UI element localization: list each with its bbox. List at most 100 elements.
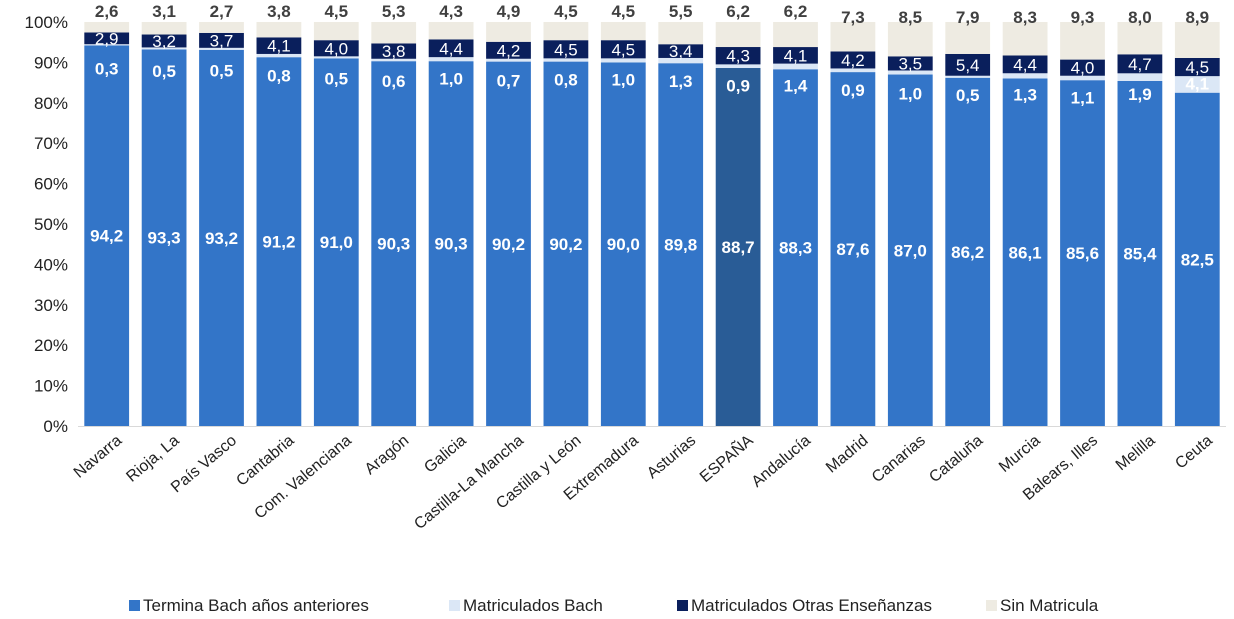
y-tick-label: 30% (34, 296, 68, 315)
bar-segment (256, 22, 302, 38)
bar-segment (658, 63, 704, 426)
legend-item: Sin Matricula (986, 596, 1099, 615)
label-matriculados-bach: 0,5 (210, 61, 234, 80)
label-matriculados-bach: 0,6 (382, 72, 406, 91)
bars (84, 22, 1220, 427)
bar-segment (1117, 80, 1163, 426)
label-termina-bach: 93,2 (205, 229, 238, 248)
x-tick-label: Canarias (869, 432, 929, 486)
y-tick-label: 40% (34, 255, 68, 274)
label-sin-matricula: 4,3 (439, 2, 463, 21)
bar-segment (141, 34, 187, 48)
y-tick-label: 20% (34, 336, 68, 355)
y-tick-label: 0% (43, 417, 68, 436)
label-matriculados-bach: 1,0 (898, 84, 922, 103)
bar-segment (1174, 92, 1220, 426)
bar-segment (658, 44, 704, 58)
legend-item: Matriculados Bach (449, 596, 603, 615)
legend-swatch (449, 600, 460, 611)
label-sin-matricula: 4,5 (324, 2, 348, 21)
label-otras-ensenanzas: 4,0 (1071, 59, 1095, 78)
label-otras-ensenanzas: 4,5 (611, 40, 635, 59)
bar-segment (773, 22, 818, 48)
y-axis: 0% 10% 20% 30% 40% 50% 60% 70% 80% 90% 100% (25, 13, 1226, 436)
label-termina-bach: 91,0 (320, 233, 353, 252)
bar-segment (830, 68, 876, 73)
bar-segment (371, 58, 417, 62)
bar-segment (313, 56, 359, 59)
bar-segment (371, 22, 417, 44)
bar-segment (658, 57, 704, 64)
label-sin-matricula: 3,8 (267, 2, 291, 21)
bar-segment (887, 22, 933, 57)
bar-segment (600, 62, 646, 427)
label-sin-matricula: 6,2 (726, 2, 750, 21)
label-otras-ensenanzas: 3,2 (152, 32, 176, 51)
bar-segment (830, 72, 876, 426)
label-matriculados-bach: 1,9 (1128, 85, 1152, 104)
bar-segment (1060, 75, 1105, 81)
x-tick-label: Asturias (644, 432, 699, 482)
bar-segment (543, 58, 589, 62)
bar-segment (141, 47, 187, 50)
label-termina-bach: 87,0 (894, 241, 927, 260)
bar-segment (84, 22, 130, 33)
legend-item: Termina Bach años anteriores (129, 596, 369, 615)
y-tick-label: 100% (25, 13, 68, 32)
bar-segment (371, 43, 417, 59)
bar-segment (658, 22, 704, 45)
label-termina-bach: 91,2 (262, 233, 295, 252)
bar-segment (1002, 73, 1048, 79)
y-tick-label: 10% (34, 377, 68, 396)
legend-swatch (986, 600, 997, 611)
label-matriculados-bach: 0,5 (956, 86, 980, 105)
x-tick-label: Andalucía (749, 432, 815, 491)
y-tick-label: 50% (34, 215, 68, 234)
label-termina-bach: 90,3 (435, 235, 468, 254)
label-matriculados-bach: 1,4 (784, 76, 808, 95)
label-termina-bach: 86,2 (951, 243, 984, 262)
label-matriculados-bach: 0,8 (554, 70, 578, 89)
x-tick-label: Com. Valenciana (252, 432, 355, 523)
label-matriculados-bach: 0,8 (267, 67, 291, 86)
x-tick-label: Galicia (421, 432, 469, 477)
label-otras-ensenanzas: 3,5 (898, 54, 922, 73)
x-tick-label: Castilla-La Mancha (411, 432, 527, 533)
label-otras-ensenanzas: 5,4 (956, 56, 980, 75)
bar-segment (600, 22, 646, 41)
x-tick-label: Murcia (996, 432, 1044, 476)
bar-segment (830, 22, 876, 52)
bar-segment (84, 44, 130, 46)
label-sin-matricula: 9,3 (1071, 8, 1095, 27)
label-otras-ensenanzas: 4,1 (267, 37, 291, 56)
bar-segment (715, 47, 761, 65)
bar-segment (313, 22, 359, 41)
bar-segment (199, 49, 244, 427)
bar-segment (256, 37, 302, 54)
label-termina-bach: 93,3 (148, 229, 181, 248)
bar-segment (141, 22, 187, 35)
legend-label: Matriculados Bach (463, 596, 603, 615)
bar-segment (199, 47, 244, 50)
bar-segment (1174, 57, 1220, 77)
label-sin-matricula: 3,1 (152, 2, 176, 21)
y-tick-label: 60% (34, 175, 68, 194)
bar-segment (1002, 78, 1048, 427)
bar-segment (1117, 22, 1163, 55)
label-otras-ensenanzas: 4,2 (497, 41, 521, 60)
label-otras-ensenanzas: 4,5 (554, 40, 578, 59)
label-termina-bach: 85,6 (1066, 244, 1099, 263)
bar-segment (428, 61, 474, 427)
bar-segment (428, 57, 474, 62)
label-otras-ensenanzas: 4,2 (841, 51, 865, 70)
bar-segment (371, 61, 417, 427)
bar-segment (1060, 59, 1105, 76)
label-sin-matricula: 4,5 (611, 2, 635, 21)
bar-segment (543, 40, 589, 59)
legend-item: Matriculados Otras Enseñanzas (677, 596, 932, 615)
bar-segment (256, 57, 302, 427)
bar-segment (945, 77, 991, 426)
bar-segment (486, 41, 531, 59)
bar-segment (1117, 54, 1163, 74)
